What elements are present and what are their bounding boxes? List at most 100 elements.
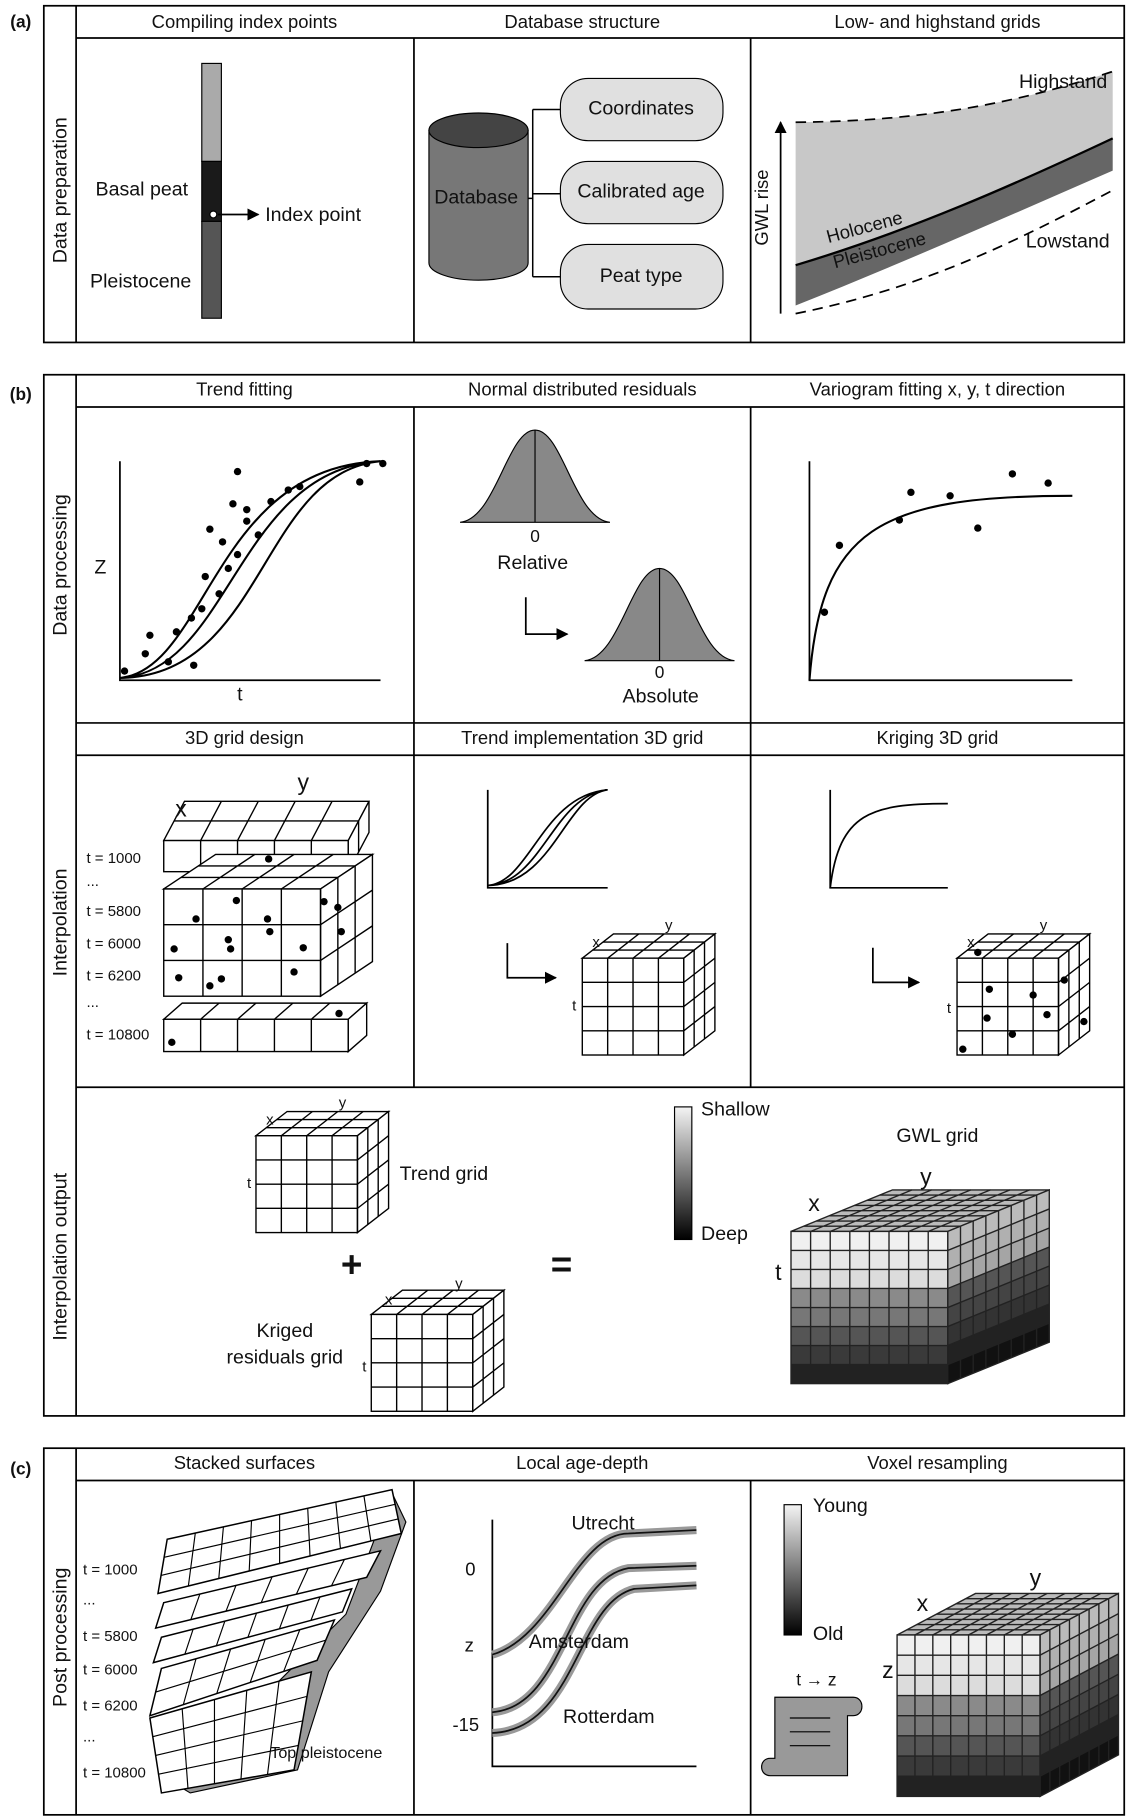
label: Young xyxy=(813,1495,868,1517)
dot xyxy=(300,944,307,951)
dot xyxy=(338,928,345,935)
label: ... xyxy=(86,873,98,890)
dot xyxy=(264,915,271,922)
label: Interpolation output xyxy=(49,1172,71,1340)
cube-front-row xyxy=(164,1019,348,1051)
label: ... xyxy=(83,1591,95,1608)
label: (b) xyxy=(10,384,32,404)
label: Calibrated age xyxy=(577,181,705,203)
label: y xyxy=(297,769,309,795)
label: Post processing xyxy=(49,1568,71,1707)
label: Normal distributed residuals xyxy=(468,379,697,400)
bent-arrow xyxy=(873,948,919,983)
label: t = 5800 xyxy=(86,903,141,920)
label: t = 1000 xyxy=(83,1561,138,1578)
dot xyxy=(974,949,981,956)
scroll-icon xyxy=(762,1697,862,1775)
dot xyxy=(266,928,273,935)
label: Pleistocene xyxy=(90,271,191,293)
label: 0 xyxy=(465,1558,475,1579)
dot xyxy=(1029,991,1036,998)
label: GWL grid xyxy=(896,1125,978,1147)
dot xyxy=(379,460,386,467)
label: Old xyxy=(813,1623,844,1645)
dot xyxy=(335,1010,342,1017)
dot xyxy=(233,897,240,904)
label: y xyxy=(339,1094,347,1111)
label: Trend fitting xyxy=(196,379,293,400)
label: Local age-depth xyxy=(516,1452,648,1473)
dot xyxy=(225,936,232,943)
bracket xyxy=(528,110,560,277)
dot xyxy=(229,500,236,507)
label: y xyxy=(1040,917,1048,934)
label: (c) xyxy=(10,1459,31,1479)
label: Low- and highstand grids xyxy=(834,11,1040,32)
dot xyxy=(1044,479,1051,486)
label: t xyxy=(572,998,577,1015)
grid-cube xyxy=(582,934,715,1055)
label: x xyxy=(967,934,975,951)
label: residuals grid xyxy=(227,1346,344,1368)
dot xyxy=(175,974,182,981)
dot xyxy=(974,524,981,531)
label: Amsterdam xyxy=(529,1631,629,1653)
core-base xyxy=(202,221,222,318)
dot xyxy=(1080,1018,1087,1025)
dot xyxy=(986,986,993,993)
axes xyxy=(120,461,381,680)
label: ... xyxy=(86,994,98,1011)
axes xyxy=(809,461,1072,680)
mini-curves xyxy=(488,790,608,886)
grid-cube xyxy=(791,1190,1049,1384)
dot xyxy=(267,498,274,505)
figure: (a)(b)(c)Data preparationData processing… xyxy=(0,0,1130,1816)
dot xyxy=(1009,1031,1016,1038)
variogram-curve xyxy=(809,496,1072,680)
label: Utrecht xyxy=(571,1512,635,1534)
dot xyxy=(821,609,828,616)
dot xyxy=(285,486,292,493)
label: x xyxy=(385,1292,393,1309)
label: Top pleistocene xyxy=(270,1744,382,1762)
label: (a) xyxy=(10,12,31,32)
label: Database xyxy=(434,186,518,208)
dot xyxy=(243,517,250,524)
label: Coordinates xyxy=(588,98,694,120)
label: y xyxy=(455,1275,463,1292)
dot xyxy=(202,573,209,580)
label: t xyxy=(237,683,243,705)
label: Data preparation xyxy=(49,117,71,263)
label: x xyxy=(917,1590,929,1616)
dot xyxy=(146,632,153,639)
label: t xyxy=(775,1259,782,1285)
dot xyxy=(896,516,903,523)
label: t = 6000 xyxy=(86,935,141,952)
label: z xyxy=(465,1634,474,1655)
page: {"panel_a": {"label": "(a)", "row_label"… xyxy=(0,0,1130,1816)
dot xyxy=(983,1014,990,1021)
dot xyxy=(215,590,222,597)
label: t = 10800 xyxy=(86,1026,149,1043)
dot xyxy=(959,1046,966,1053)
label: 0 xyxy=(530,526,540,546)
label: Variogram fitting x, y, t direction xyxy=(810,379,1066,400)
dot xyxy=(946,492,953,499)
dot xyxy=(234,551,241,558)
dot xyxy=(234,468,241,475)
label: Stacked surfaces xyxy=(174,1452,315,1473)
label: 3D grid design xyxy=(185,727,304,748)
label: Rotterdam xyxy=(563,1706,654,1728)
dot xyxy=(206,526,213,533)
label: Basal peat xyxy=(96,178,189,200)
dot xyxy=(188,614,195,621)
label: y xyxy=(1030,1565,1042,1591)
dot xyxy=(198,605,205,612)
label: x xyxy=(808,1190,820,1216)
grid-cube xyxy=(164,854,373,996)
dot xyxy=(219,538,226,545)
label: t xyxy=(362,1358,367,1375)
label: Interpolation xyxy=(49,868,71,976)
dot xyxy=(168,1039,175,1046)
label: = xyxy=(551,1244,573,1285)
